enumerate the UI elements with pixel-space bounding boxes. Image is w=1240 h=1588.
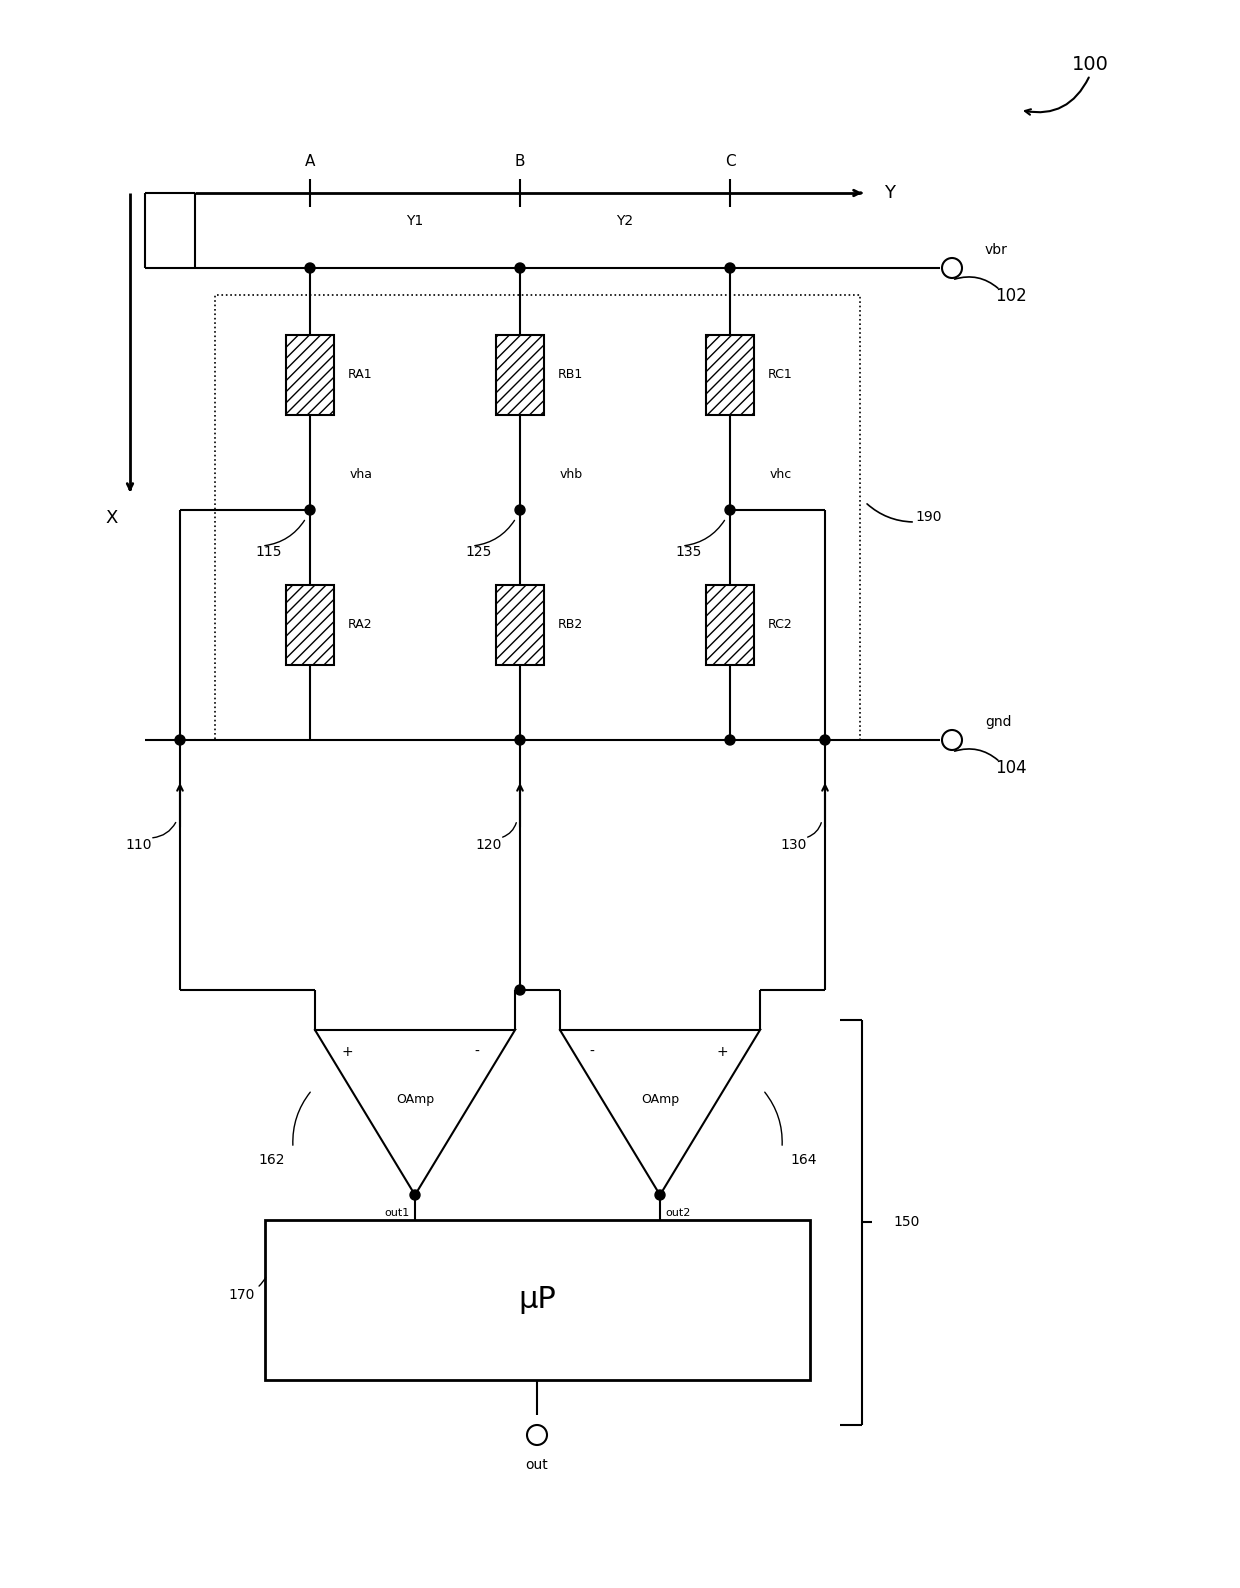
Text: μP: μP [518, 1286, 556, 1315]
Text: 125: 125 [465, 545, 491, 559]
Bar [265, 1220, 810, 1380]
Text: RC2: RC2 [768, 618, 792, 632]
Circle shape [410, 1189, 420, 1201]
Text: 130: 130 [780, 838, 806, 853]
Text: Y: Y [884, 184, 895, 202]
Text: C: C [724, 154, 735, 168]
Text: 104: 104 [994, 759, 1027, 777]
Text: +: + [717, 1045, 728, 1059]
Text: Y1: Y1 [407, 214, 424, 229]
Text: A: A [305, 154, 315, 168]
Circle shape [305, 505, 315, 515]
Bar [496, 335, 544, 414]
Text: 162: 162 [258, 1153, 285, 1167]
Text: +: + [341, 1045, 353, 1059]
Circle shape [820, 735, 830, 745]
Text: Y2: Y2 [616, 214, 634, 229]
Text: RC1: RC1 [768, 368, 792, 381]
Text: 102: 102 [994, 287, 1027, 305]
Circle shape [725, 264, 735, 273]
Bar [706, 584, 754, 665]
Text: 100: 100 [1071, 56, 1109, 75]
Text: 110: 110 [125, 838, 151, 853]
Circle shape [515, 264, 525, 273]
Text: -: - [589, 1045, 594, 1059]
Circle shape [725, 505, 735, 515]
Text: vbr: vbr [985, 243, 1008, 257]
Text: 170: 170 [228, 1288, 255, 1302]
Text: 120: 120 [475, 838, 501, 853]
Circle shape [725, 735, 735, 745]
Text: RA2: RA2 [348, 618, 373, 632]
Circle shape [515, 505, 525, 515]
Text: gnd: gnd [985, 715, 1012, 729]
Text: 164: 164 [790, 1153, 816, 1167]
Text: B: B [515, 154, 526, 168]
Text: out2: out2 [665, 1208, 691, 1218]
Text: OAmp: OAmp [396, 1094, 434, 1107]
Circle shape [655, 1189, 665, 1201]
Text: out: out [526, 1458, 548, 1472]
Text: RA1: RA1 [348, 368, 373, 381]
Text: 150: 150 [894, 1215, 920, 1229]
Text: out1: out1 [384, 1208, 410, 1218]
Text: 115: 115 [255, 545, 281, 559]
Text: -: - [475, 1045, 480, 1059]
Bar [286, 584, 334, 665]
Text: X: X [105, 510, 118, 527]
Circle shape [515, 735, 525, 745]
Circle shape [305, 264, 315, 273]
Text: 135: 135 [675, 545, 702, 559]
Text: vha: vha [350, 468, 373, 481]
Bar [286, 335, 334, 414]
Circle shape [175, 735, 185, 745]
Text: RB1: RB1 [558, 368, 583, 381]
Text: vhc: vhc [770, 468, 792, 481]
Text: 190: 190 [915, 510, 941, 524]
Text: vhb: vhb [560, 468, 583, 481]
Text: OAmp: OAmp [641, 1094, 680, 1107]
Bar [496, 584, 544, 665]
Text: RB2: RB2 [558, 618, 583, 632]
Bar [215, 295, 861, 740]
Circle shape [515, 985, 525, 996]
Bar [706, 335, 754, 414]
